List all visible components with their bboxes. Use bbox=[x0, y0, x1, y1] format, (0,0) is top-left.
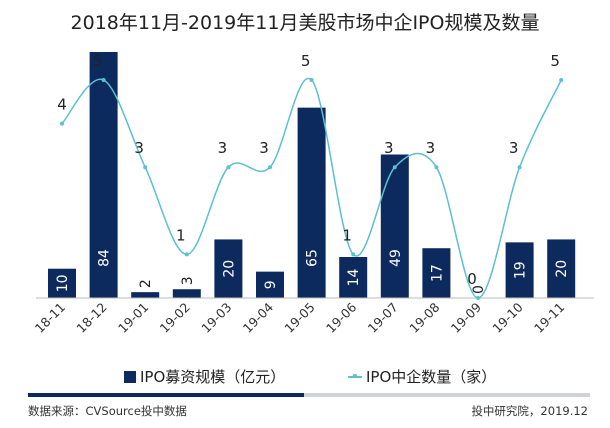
bar bbox=[48, 268, 76, 298]
bar-value-label: 49 bbox=[388, 249, 404, 267]
line-point bbox=[351, 252, 356, 257]
line-point bbox=[226, 165, 231, 170]
x-tick-label: 18-12 bbox=[73, 300, 109, 336]
legend-swatch-line bbox=[348, 374, 362, 378]
line-value-label: 4 bbox=[57, 96, 67, 114]
chart-title: 2018年11月-2019年11月美股市场中企IPO规模及数量 bbox=[70, 12, 540, 34]
chart: 1018-118418-12219-01319-022019-03919-046… bbox=[32, 52, 594, 336]
legend-label-line: IPO中企数量（家） bbox=[366, 368, 497, 386]
bar-value-label: 2 bbox=[138, 279, 154, 288]
credit-note: 投中研究院，2019.12 bbox=[471, 404, 588, 418]
x-tick-label: 19-03 bbox=[198, 300, 234, 336]
line-value-label: 3 bbox=[426, 139, 436, 157]
source-note: 数据来源：CVSource投中数据 bbox=[28, 404, 187, 418]
x-tick-label: 19-08 bbox=[406, 299, 442, 335]
bar bbox=[89, 52, 118, 298]
x-tick-label: 19-10 bbox=[489, 299, 525, 335]
bar-value-label: 84 bbox=[97, 249, 113, 267]
bar bbox=[172, 289, 201, 298]
bar-value-label: 0 bbox=[471, 285, 487, 294]
bar-value-label: 20 bbox=[221, 260, 237, 278]
bar bbox=[339, 257, 368, 298]
bar-value-label: 19 bbox=[513, 261, 529, 279]
legend-item-line: IPO中企数量（家） bbox=[348, 366, 496, 387]
line-value-label: 5 bbox=[550, 52, 560, 70]
line-value-label: 3 bbox=[384, 139, 394, 157]
bar-value-label: 65 bbox=[305, 249, 321, 267]
line-value-label: 5 bbox=[93, 52, 103, 70]
x-tick-label: 19-04 bbox=[240, 299, 276, 335]
line-point bbox=[184, 252, 189, 257]
line-value-label: 3 bbox=[134, 139, 144, 157]
bar bbox=[422, 248, 451, 298]
bar bbox=[256, 271, 284, 298]
legend-swatch-bar bbox=[124, 370, 136, 383]
x-tick-label: 19-06 bbox=[323, 299, 359, 335]
bar-value-label: 9 bbox=[263, 280, 279, 289]
bar bbox=[505, 242, 534, 298]
bar bbox=[547, 239, 576, 298]
x-tick-label: 18-11 bbox=[32, 300, 68, 336]
legend-label-bar: IPO募资规模（亿元） bbox=[140, 368, 286, 386]
x-tick-label: 19-01 bbox=[115, 300, 151, 336]
line-point bbox=[101, 78, 106, 82]
line-point bbox=[476, 296, 480, 300]
x-tick-label: 19-05 bbox=[281, 300, 317, 336]
bar-value-label: 3 bbox=[180, 276, 196, 285]
bar-value-label: 14 bbox=[346, 269, 362, 287]
x-tick-label: 19-02 bbox=[157, 300, 193, 336]
bar bbox=[380, 154, 409, 298]
line-value-label: 1 bbox=[342, 226, 352, 244]
line-point bbox=[60, 121, 64, 126]
line-point bbox=[559, 78, 564, 82]
bar bbox=[214, 239, 243, 298]
x-tick-label: 19-07 bbox=[365, 300, 401, 336]
line-value-label: 1 bbox=[176, 226, 186, 244]
legend-item-bar: IPO募资规模（亿元） bbox=[124, 366, 285, 387]
line-point bbox=[268, 165, 272, 170]
line-point bbox=[434, 165, 439, 170]
divider-light bbox=[304, 393, 590, 397]
bar-value-label: 10 bbox=[55, 274, 71, 292]
line-value-label: 3 bbox=[259, 139, 269, 157]
x-tick-label: 19-11 bbox=[531, 300, 567, 336]
line-value-label: 3 bbox=[218, 139, 228, 157]
line-point bbox=[309, 78, 314, 82]
line-value-label: 5 bbox=[301, 52, 311, 70]
x-tick-label: 19-09 bbox=[448, 299, 484, 335]
divider-dark bbox=[28, 393, 304, 397]
bar-value-label: 17 bbox=[429, 264, 445, 282]
line-point bbox=[143, 165, 148, 170]
bar bbox=[131, 292, 160, 298]
line-point bbox=[392, 165, 397, 170]
line-value-label: 3 bbox=[509, 139, 519, 157]
line-point bbox=[517, 165, 522, 170]
bar-value-label: 20 bbox=[554, 260, 570, 278]
bar bbox=[297, 107, 326, 299]
line-value-label: 0 bbox=[467, 270, 477, 288]
